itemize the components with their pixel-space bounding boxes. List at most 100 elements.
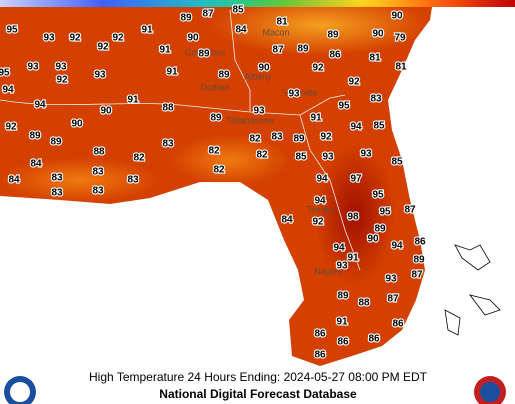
temperature-label: 94 bbox=[391, 241, 403, 252]
place-label: Dothan bbox=[200, 82, 229, 92]
nws-logo bbox=[474, 376, 506, 404]
temperature-label: 91 bbox=[127, 95, 139, 106]
temperature-label: 82 bbox=[249, 134, 261, 145]
temperature-label: 95 bbox=[379, 207, 391, 218]
temperature-label: 81 bbox=[276, 17, 288, 28]
temperature-label: 85 bbox=[373, 121, 385, 132]
temperature-label: 95 bbox=[0, 68, 10, 79]
place-label: Columbus bbox=[185, 47, 226, 57]
temperature-label: 83 bbox=[51, 188, 63, 199]
temperature-label: 89 bbox=[180, 13, 192, 24]
temperature-label: 83 bbox=[92, 186, 104, 197]
temperature-label: 92 bbox=[69, 33, 81, 44]
temperature-label: 94 bbox=[333, 243, 345, 254]
islands bbox=[444, 244, 501, 336]
temperature-label: 86 bbox=[368, 334, 380, 345]
place-label: Macon bbox=[262, 27, 289, 37]
temperature-label: 82 bbox=[133, 153, 145, 164]
temperature-label: 91 bbox=[141, 25, 153, 36]
temperature-label: 89 bbox=[413, 255, 425, 266]
temperature-label: 98 bbox=[347, 212, 359, 223]
temperature-label: 94 bbox=[2, 85, 14, 96]
temperature-label: 82 bbox=[256, 150, 268, 161]
temperature-label: 86 bbox=[329, 50, 341, 61]
temperature-label: 93 bbox=[288, 89, 300, 100]
temperature-label: 82 bbox=[213, 165, 225, 176]
shading bbox=[170, 135, 290, 185]
temperature-label: 93 bbox=[385, 274, 397, 285]
temperature-label: 91 bbox=[347, 253, 359, 264]
temperature-label: 86 bbox=[414, 237, 426, 248]
temperature-label: 87 bbox=[202, 9, 214, 20]
temperature-label: 89 bbox=[218, 70, 230, 81]
temperature-label: 84 bbox=[30, 159, 42, 170]
temperature-label: 95 bbox=[338, 101, 350, 112]
temperature-label: 92 bbox=[348, 77, 360, 88]
temperature-label: 86 bbox=[337, 337, 349, 348]
temperature-label: 95 bbox=[372, 190, 384, 201]
temperature-label: 87 bbox=[411, 270, 423, 281]
temperature-label: 89 bbox=[337, 291, 349, 302]
forecast-area bbox=[0, 7, 432, 366]
subtitle: National Digital Forecast Database bbox=[159, 387, 357, 401]
caption: High Temperature 24 Hours Ending: 2024-0… bbox=[89, 370, 428, 384]
temperature-label: 92 bbox=[97, 42, 109, 53]
temperature-label: 92 bbox=[112, 33, 124, 44]
shading bbox=[210, 0, 430, 55]
temperature-label: 84 bbox=[235, 25, 247, 36]
temperature-label: 89 bbox=[210, 113, 222, 124]
temperature-label: 90 bbox=[367, 234, 379, 245]
temperature-label: 91 bbox=[310, 113, 322, 124]
temperature-label: 79 bbox=[394, 33, 406, 44]
temperature-label: 87 bbox=[387, 294, 399, 305]
place-label: Tallahassee bbox=[226, 115, 274, 125]
temperature-label: 90 bbox=[71, 119, 83, 130]
temperature-label: 93 bbox=[43, 33, 55, 44]
temperature-label: 95 bbox=[6, 25, 18, 36]
temperature-label: 93 bbox=[94, 70, 106, 81]
temperature-label: 88 bbox=[93, 147, 105, 158]
temperature-label: 93 bbox=[27, 62, 39, 73]
temperature-label: 89 bbox=[297, 44, 309, 55]
temperature-label: 87 bbox=[404, 205, 416, 216]
temperature-label: 86 bbox=[314, 329, 326, 340]
temperature-label: 83 bbox=[92, 167, 104, 178]
temperature-label: 97 bbox=[350, 174, 362, 185]
temperature-label: 93 bbox=[253, 106, 265, 117]
temperature-label: 88 bbox=[162, 103, 174, 114]
temperature-label: 91 bbox=[159, 45, 171, 56]
place-label: Tampa bbox=[306, 204, 333, 214]
temperature-label: 90 bbox=[258, 63, 270, 74]
temperature-label: 91 bbox=[336, 317, 348, 328]
temperature-label: 92 bbox=[56, 75, 68, 86]
temperature-label: 93 bbox=[322, 152, 334, 163]
temperature-label: 81 bbox=[369, 53, 381, 64]
temperature-label: 86 bbox=[392, 319, 404, 330]
temperature-label: 85 bbox=[391, 157, 403, 168]
noaa-logo bbox=[4, 376, 36, 404]
temperature-label: 92 bbox=[5, 122, 17, 133]
temperature-label: 89 bbox=[29, 131, 41, 142]
temperature-label: 94 bbox=[34, 100, 46, 111]
temperature-label: 83 bbox=[127, 175, 139, 186]
temperature-label: 90 bbox=[100, 106, 112, 117]
temperature-label: 81 bbox=[395, 62, 407, 73]
temperature-label: 92 bbox=[312, 217, 324, 228]
temperature-label: 83 bbox=[370, 94, 382, 105]
temperature-label: 89 bbox=[198, 49, 210, 60]
temperature-label: 90 bbox=[187, 33, 199, 44]
shading bbox=[315, 145, 395, 285]
temperature-label: 89 bbox=[50, 137, 62, 148]
temperature-label: 89 bbox=[327, 30, 339, 41]
temperature-label: 86 bbox=[314, 350, 326, 361]
temperature-label: 83 bbox=[271, 132, 283, 143]
temperature-label: 84 bbox=[281, 215, 293, 226]
temperature-label: 85 bbox=[232, 5, 244, 16]
place-label: Valdosta bbox=[283, 87, 317, 97]
temperature-label: 85 bbox=[295, 152, 307, 163]
temperature-label: 83 bbox=[162, 139, 174, 150]
temperature-label: 94 bbox=[314, 196, 326, 207]
temperature-label: 90 bbox=[391, 11, 403, 22]
temperature-label: 92 bbox=[320, 132, 332, 143]
